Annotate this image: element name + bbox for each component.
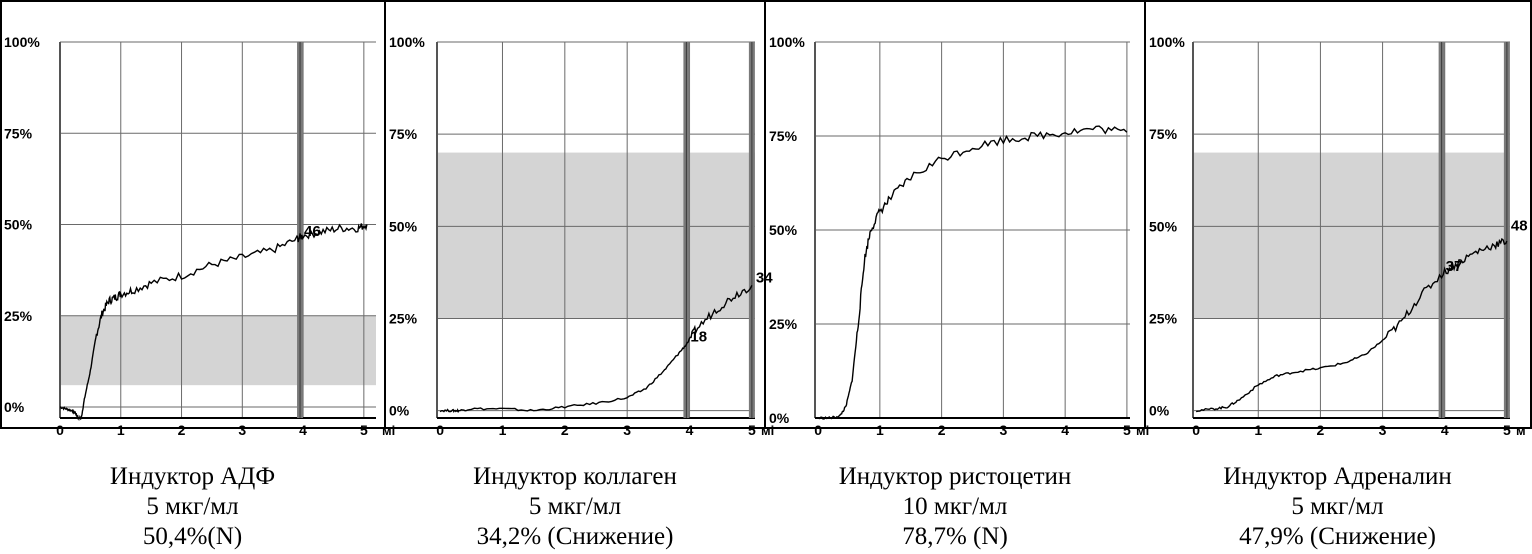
y-tick-label: 100% — [389, 34, 425, 50]
y-tick-label: 0% — [4, 399, 25, 415]
data-label: 37 — [1446, 258, 1463, 275]
y-tick-label: 75% — [769, 128, 798, 144]
x-tick-label: 0 — [814, 422, 822, 438]
x-tick-label: 5 — [748, 422, 756, 438]
caption-dose: 5 мкг/мл — [146, 493, 239, 520]
x-tick-label: 2 — [938, 422, 946, 438]
caption-result: 34,2% (Снижение) — [476, 523, 674, 550]
caption-dose: 5 мкг/мл — [1291, 493, 1384, 520]
x-tick-label: 5 — [1503, 422, 1511, 438]
chart-panel-3: 0% 25% 50% 75% 100% 0 1 2 3 4 5 мі — [769, 34, 1149, 438]
data-label: 34 — [756, 269, 773, 286]
y-tick-label: 50% — [769, 222, 798, 238]
caption-panel-4: Индуктор Адреналин 5 мкг/мл 47,9% (Сниже… — [1145, 462, 1530, 552]
data-label: 18 — [690, 328, 707, 345]
x-tick-label: 3 — [238, 422, 246, 438]
y-tick-label: 0% — [389, 403, 410, 419]
caption-inductor: Индуктор ристоцетин — [838, 463, 1072, 490]
y-tick-label: 25% — [389, 310, 418, 326]
x-tick-label: 4 — [1061, 422, 1069, 438]
x-unit-label: мі — [761, 423, 774, 438]
x-tick-label: 4 — [1441, 422, 1449, 438]
x-tick-label: 2 — [1317, 422, 1325, 438]
x-unit-label: м — [1516, 423, 1526, 438]
caption-result: 50,4%(N) — [142, 523, 243, 550]
x-tick-label: 4 — [299, 422, 307, 438]
caption-dose: 10 мкг/мл — [902, 493, 1008, 520]
reference-band — [1193, 152, 1510, 319]
y-tick-label: 75% — [1149, 126, 1178, 142]
y-tick-label: 75% — [389, 126, 418, 142]
chart-panel-4: 0% 25% 50% 75% 100% 0 1 2 3 4 5 м 37 48 — [1149, 34, 1528, 438]
caption-panel-1: Индуктор АДФ 5 мкг/мл 50,4%(N) — [0, 462, 385, 552]
y-tick-label: 75% — [4, 125, 33, 141]
y-tick-label: 0% — [769, 410, 790, 426]
x-tick-label: 4 — [686, 422, 694, 438]
data-label: 46 — [304, 223, 321, 240]
y-tick-label: 100% — [1149, 34, 1185, 50]
series-line — [1195, 237, 1508, 413]
data-label: 48 — [1511, 218, 1528, 235]
x-unit-label: мі — [1136, 423, 1149, 438]
x-tick-label: 5 — [1123, 422, 1131, 438]
x-tick-label: 5 — [360, 422, 368, 438]
caption-result: 47,9% (Снижение) — [1239, 523, 1436, 550]
caption-inductor: Индуктор Адреналин — [1223, 463, 1452, 490]
chart-panel-1: 0% 25% 50% 75% 100% 0 1 2 3 4 5 мі 46 — [4, 34, 395, 438]
x-tick-label: 1 — [117, 422, 125, 438]
y-tick-label: 100% — [4, 34, 40, 50]
caption-dose: 5 мкг/мл — [528, 493, 622, 520]
x-tick-label: 0 — [1192, 422, 1200, 438]
x-tick-label: 0 — [436, 422, 444, 438]
y-tick-label: 50% — [4, 217, 33, 233]
x-tick-label: 1 — [1254, 422, 1262, 438]
y-tick-label: 0% — [1149, 403, 1170, 419]
caption-panel-2: Индуктор коллаген 5 мкг/мл 34,2% (Снижен… — [385, 462, 765, 552]
series-line — [439, 284, 753, 414]
x-tick-label: 3 — [1379, 422, 1387, 438]
x-tick-label: 2 — [561, 422, 569, 438]
x-tick-label: 3 — [623, 422, 631, 438]
x-tick-label: 2 — [178, 422, 186, 438]
caption-result: 78,7% (N) — [902, 523, 1008, 550]
series-line — [817, 125, 1128, 420]
caption-inductor: Индуктор АДФ — [109, 463, 276, 490]
x-unit-label: мі — [382, 423, 395, 438]
caption-panel-3: Индуктор ристоцетин 10 мкг/мл 78,7% (N) — [765, 462, 1145, 552]
caption-inductor: Индуктор коллаген — [473, 463, 677, 490]
y-tick-label: 50% — [389, 218, 418, 234]
y-tick-label: 25% — [769, 316, 798, 332]
y-tick-label: 100% — [769, 34, 805, 50]
x-tick-label: 1 — [499, 422, 507, 438]
reference-band — [437, 152, 755, 319]
y-tick-label: 50% — [1149, 218, 1178, 234]
y-tick-label: 25% — [1149, 310, 1178, 326]
series-line — [59, 223, 368, 422]
x-tick-label: 1 — [876, 422, 884, 438]
reference-band — [60, 315, 376, 386]
x-tick-label: 3 — [999, 422, 1007, 438]
x-tick-label: 0 — [56, 422, 64, 438]
y-tick-label: 25% — [4, 308, 33, 324]
